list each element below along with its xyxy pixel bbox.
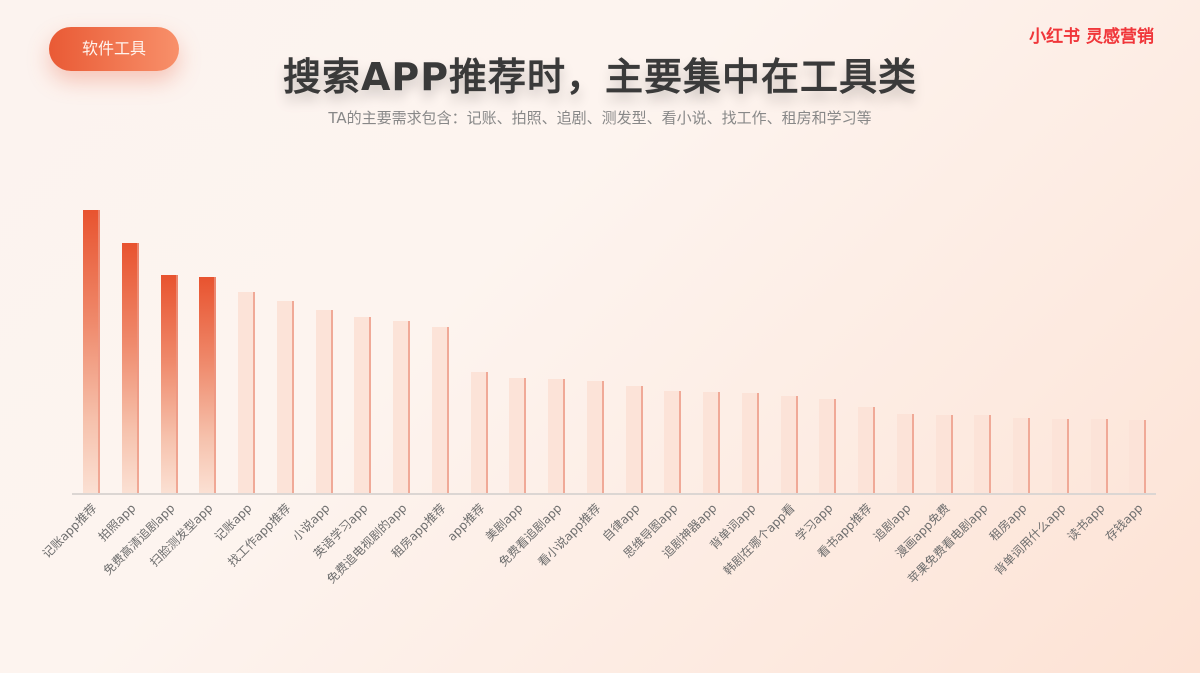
x-axis-label: 存钱app [1102, 501, 1146, 544]
chart-bar [199, 277, 217, 493]
chart-bar [354, 317, 372, 493]
x-axis-label: 韩剧在哪个app看 [720, 501, 798, 578]
chart-bar [935, 415, 953, 493]
chart-bar [858, 407, 875, 493]
chart-bar [741, 393, 759, 493]
page-subtitle: TA的主要需求包含：记账、拍照、追剧、测发型、看小说、找工作、租房和学习等 [328, 109, 872, 127]
category-tag: 软件工具 [49, 27, 179, 71]
chart-bar [586, 381, 604, 493]
chart-bar [703, 392, 720, 493]
chart-bar [1013, 418, 1030, 493]
chart-bar [431, 327, 449, 493]
chart-bar [315, 310, 333, 493]
brand-logo: 小红书 灵感营销 [1029, 27, 1154, 47]
chart-bar [625, 386, 643, 493]
chart-bar [121, 243, 139, 493]
x-axis-line [72, 493, 1156, 495]
chart-bar [819, 399, 837, 493]
chart-bar [974, 415, 992, 493]
chart-bar [1090, 419, 1108, 493]
x-axis-label: 背单词用什么app [991, 501, 1069, 578]
chart-bar [470, 372, 488, 493]
x-axis-label: app推荐 [444, 501, 488, 544]
chart-bar [83, 210, 100, 493]
chart-bar [276, 301, 294, 493]
category-tag-label: 软件工具 [81, 39, 146, 58]
chart-bar [238, 292, 255, 493]
page-title: 搜索APP推荐时，主要集中在工具类 [282, 55, 918, 99]
chart-bar [509, 378, 527, 493]
x-axis-label: 记账app推荐 [39, 501, 100, 561]
chart-bar [393, 321, 410, 493]
chart-bar [780, 396, 798, 493]
x-axis-label: 读书app [1064, 501, 1108, 544]
chart-bar [160, 275, 178, 493]
chart-bar [664, 391, 682, 493]
chart-bar [1051, 419, 1069, 493]
chart-bar [896, 414, 914, 493]
chart-bar [548, 379, 565, 493]
chart-bar [1129, 420, 1147, 493]
